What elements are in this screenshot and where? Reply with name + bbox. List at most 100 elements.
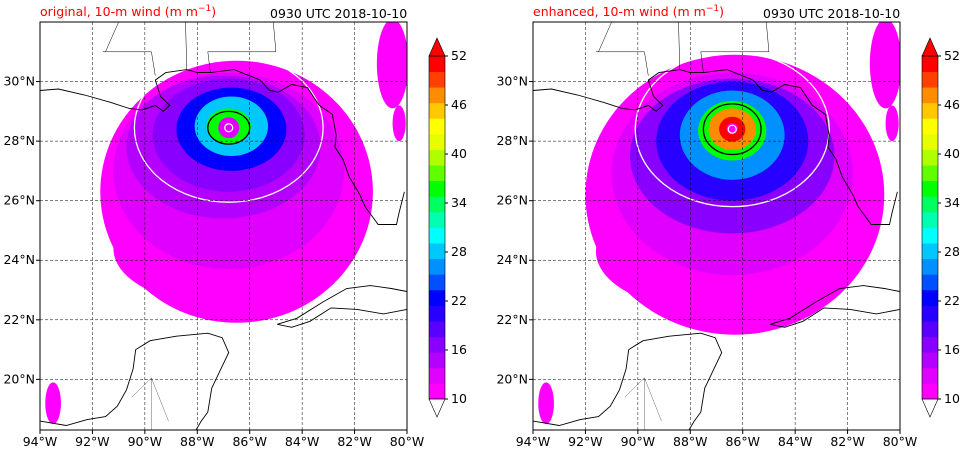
colorbar-segment-18 <box>922 321 938 338</box>
lat-tick-label: 26°N <box>3 193 35 208</box>
colorbar-segment-36 <box>429 180 445 197</box>
map-area <box>533 22 900 430</box>
colorbar-segment-14 <box>922 352 938 369</box>
lat-tick-label: 28°N <box>496 133 528 148</box>
colorbar-tick-label: 16 <box>944 342 960 357</box>
lon-tick-label: 86°W <box>725 434 760 449</box>
lat-tick-label: 30°N <box>3 74 35 89</box>
coastline-mexico <box>40 332 230 430</box>
colorbar-tick-label: 10 <box>944 391 960 406</box>
colorbar-tick-label: 34 <box>944 195 960 210</box>
lat-tick-label: 30°N <box>496 74 528 89</box>
wind-map: 94°W 92°W 90°W 88°W 86°W 84°W 82°W 80°W 20°N 22°N… <box>3 21 467 449</box>
colorbar-segment-32 <box>429 211 445 228</box>
wind-map: 94°W 92°W 90°W 88°W 86°W 84°W 82°W 80°W 20°N 22°N… <box>496 21 960 449</box>
colorbar-frame <box>921 55 939 400</box>
wind-contour-fill-extra-1 <box>392 105 406 142</box>
coastline-cuba <box>277 285 407 328</box>
lon-tick-label: 92°W <box>75 434 110 449</box>
colorbar-tick-label: 22 <box>451 293 467 308</box>
wind-contour-fill-extra-2 <box>538 382 554 425</box>
contour-eye <box>224 123 234 133</box>
state-border-1 <box>678 22 681 70</box>
colorbar-segment-32 <box>922 211 938 228</box>
colorbar-segment-38 <box>922 165 938 182</box>
country-border-2 <box>131 377 169 422</box>
colorbar-segment-36 <box>922 180 938 197</box>
lat-tick-label: 20°N <box>3 371 35 386</box>
colorbar-segment-38 <box>429 165 445 182</box>
colorbar-segment-42 <box>922 133 938 150</box>
colorbar-tick-label: 52 <box>944 48 960 63</box>
coastline-us <box>533 69 898 225</box>
colorbar-segment-48 <box>922 87 938 104</box>
colorbar-segment-22 <box>922 289 938 306</box>
colorbar-segment-18 <box>429 321 445 338</box>
colorbar-tick-label: 40 <box>451 146 467 161</box>
colorbar-segment-50 <box>922 71 938 88</box>
colorbar-segment-50 <box>429 71 445 88</box>
colorbar-tick-label: 46 <box>944 97 960 112</box>
lat-tick-label: 22°N <box>3 312 35 327</box>
wind-contour-fill-extra-0 <box>376 22 407 109</box>
colorbar-tick-label: 10 <box>451 391 467 406</box>
panel-title: original, 10-m wind (m m−1) <box>40 4 217 20</box>
colorbar-segment-46 <box>429 102 445 119</box>
colorbar-segment-48 <box>429 87 445 104</box>
lat-tick-label: 24°N <box>496 252 528 267</box>
colorbar-segment-20 <box>429 305 445 322</box>
panel-enhanced: enhanced, 10-m wind (m m−1) 0930 UTC 201… <box>493 0 964 453</box>
colorbar-tick-label: 46 <box>451 97 467 112</box>
contour-eye <box>727 124 737 134</box>
colorbar-extend-min <box>921 398 939 418</box>
panel-original: original, 10-m wind (m m−1) 0930 UTC 201… <box>3 4 467 449</box>
colorbar-segment-26 <box>922 258 938 275</box>
lon-tick-label: 94°W <box>516 434 551 449</box>
colorbar-segment-30 <box>429 227 445 244</box>
colorbar-segment-10 <box>429 383 445 400</box>
colorbar-tick-label: 28 <box>451 244 467 259</box>
colorbar-segment-10 <box>922 383 938 400</box>
lat-tick-label: 22°N <box>496 312 528 327</box>
state-border-1 <box>185 22 188 70</box>
lon-tick-label: 94°W <box>23 434 58 449</box>
state-border-0 <box>595 51 649 76</box>
colorbar-segment-12 <box>922 367 938 384</box>
colorbar-segment-52 <box>429 56 445 72</box>
lat-tick-label: 24°N <box>3 252 35 267</box>
panel-title: enhanced, 10-m wind (m m−1) <box>533 4 725 20</box>
colorbar-segment-52 <box>922 56 938 72</box>
map-frame <box>39 21 408 431</box>
colorbar-segment-42 <box>429 133 445 150</box>
colorbar-tick-label: 16 <box>451 342 467 357</box>
contour-outer <box>133 52 324 203</box>
coastline-mexico <box>533 332 723 430</box>
coastline-us <box>40 69 405 225</box>
colorbar-extend-max <box>428 37 446 57</box>
colorbar-segment-24 <box>429 274 445 291</box>
colorbar-segment-14 <box>429 352 445 369</box>
state-border-3 <box>105 22 119 52</box>
lon-tick-label: 90°W <box>128 434 163 449</box>
lon-tick-label: 80°W <box>883 434 918 449</box>
colorbar-segment-34 <box>429 196 445 213</box>
colorbar-segment-28 <box>922 243 938 260</box>
lat-tick-label: 20°N <box>496 371 528 386</box>
country-border-2 <box>624 377 662 422</box>
wind-contour-fill-extra-0 <box>869 22 900 109</box>
panel-timestamp: 0930 UTC 2018-10-10 <box>270 6 408 21</box>
lon-tick-label: 82°W <box>830 434 865 449</box>
colorbar-segment-28 <box>429 243 445 260</box>
colorbar-segment-22 <box>429 289 445 306</box>
lon-tick-label: 88°W <box>673 434 708 449</box>
state-border-2 <box>207 22 277 73</box>
colorbar-segment-12 <box>429 367 445 384</box>
colorbar-segment-46 <box>922 102 938 119</box>
lon-tick-label: 86°W <box>232 434 267 449</box>
lon-tick-label: 80°W <box>390 434 425 449</box>
colorbar-segment-44 <box>922 118 938 135</box>
colorbar-segment-24 <box>922 274 938 291</box>
wind-contour-fill-8 <box>218 117 240 139</box>
colorbar-segment-16 <box>922 336 938 353</box>
lon-tick-label: 84°W <box>285 434 320 449</box>
